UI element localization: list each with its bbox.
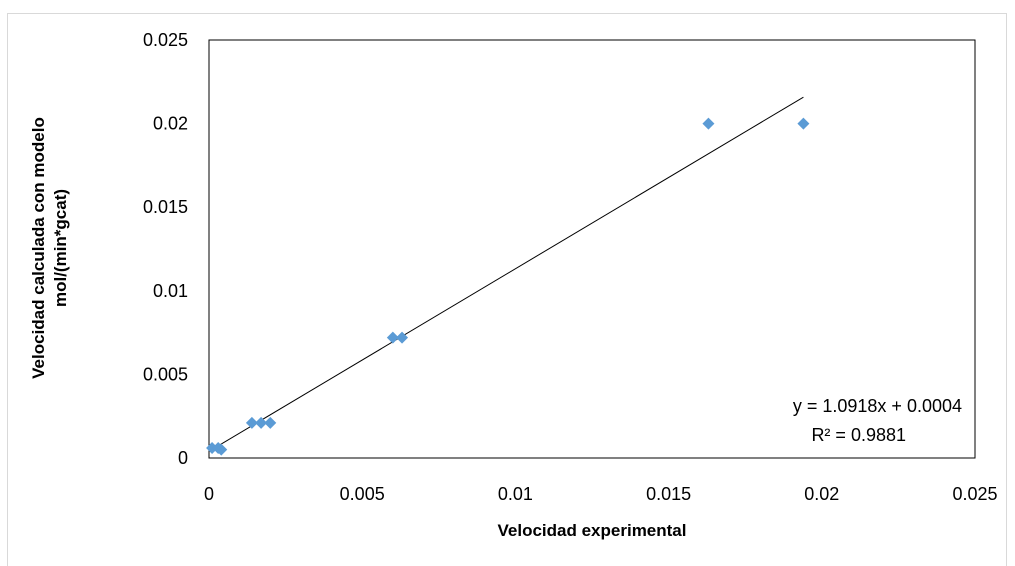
data-point: [386, 331, 399, 344]
x-tick-label: 0.025: [952, 484, 997, 504]
chart-frame: [7, 13, 1007, 566]
data-point: [396, 331, 409, 344]
y-axis-title-line-2: mol/(min*gcat): [51, 189, 70, 307]
data-point: [215, 443, 228, 456]
x-tick-label: 0.005: [340, 484, 385, 504]
plot-area: [208, 39, 976, 459]
data-points: [206, 117, 810, 456]
y-tick-label: 0: [178, 448, 188, 468]
data-point: [206, 441, 219, 454]
r-squared-label: R² = 0.9881: [811, 425, 906, 445]
y-axis-title-line-1: Velocidad calculada con modelo: [29, 117, 48, 379]
data-point: [264, 416, 277, 429]
x-axis-title: Velocidad experimental: [498, 521, 687, 540]
y-tick-label: 0.005: [143, 364, 188, 384]
x-tick-label: 0.01: [498, 484, 533, 504]
trendline-equation: y = 1.0918x + 0.0004: [793, 396, 962, 416]
x-tick-label: 0.015: [646, 484, 691, 504]
data-point: [245, 416, 258, 429]
x-tick-label: 0: [204, 484, 214, 504]
data-point: [797, 117, 810, 130]
y-tick-labels: 0 0.005 0.01 0.015 0.02 0.025: [143, 30, 188, 468]
trendline: [208, 96, 804, 452]
x-tick-label: 0.02: [804, 484, 839, 504]
x-tick-labels: 0 0.005 0.01 0.015 0.02 0.025: [204, 484, 998, 504]
y-tick-label: 0.01: [153, 281, 188, 301]
y-tick-label: 0.025: [143, 30, 188, 50]
data-point: [702, 117, 715, 130]
y-tick-label: 0.015: [143, 197, 188, 217]
y-tick-label: 0.02: [153, 114, 188, 134]
data-point: [255, 416, 268, 429]
